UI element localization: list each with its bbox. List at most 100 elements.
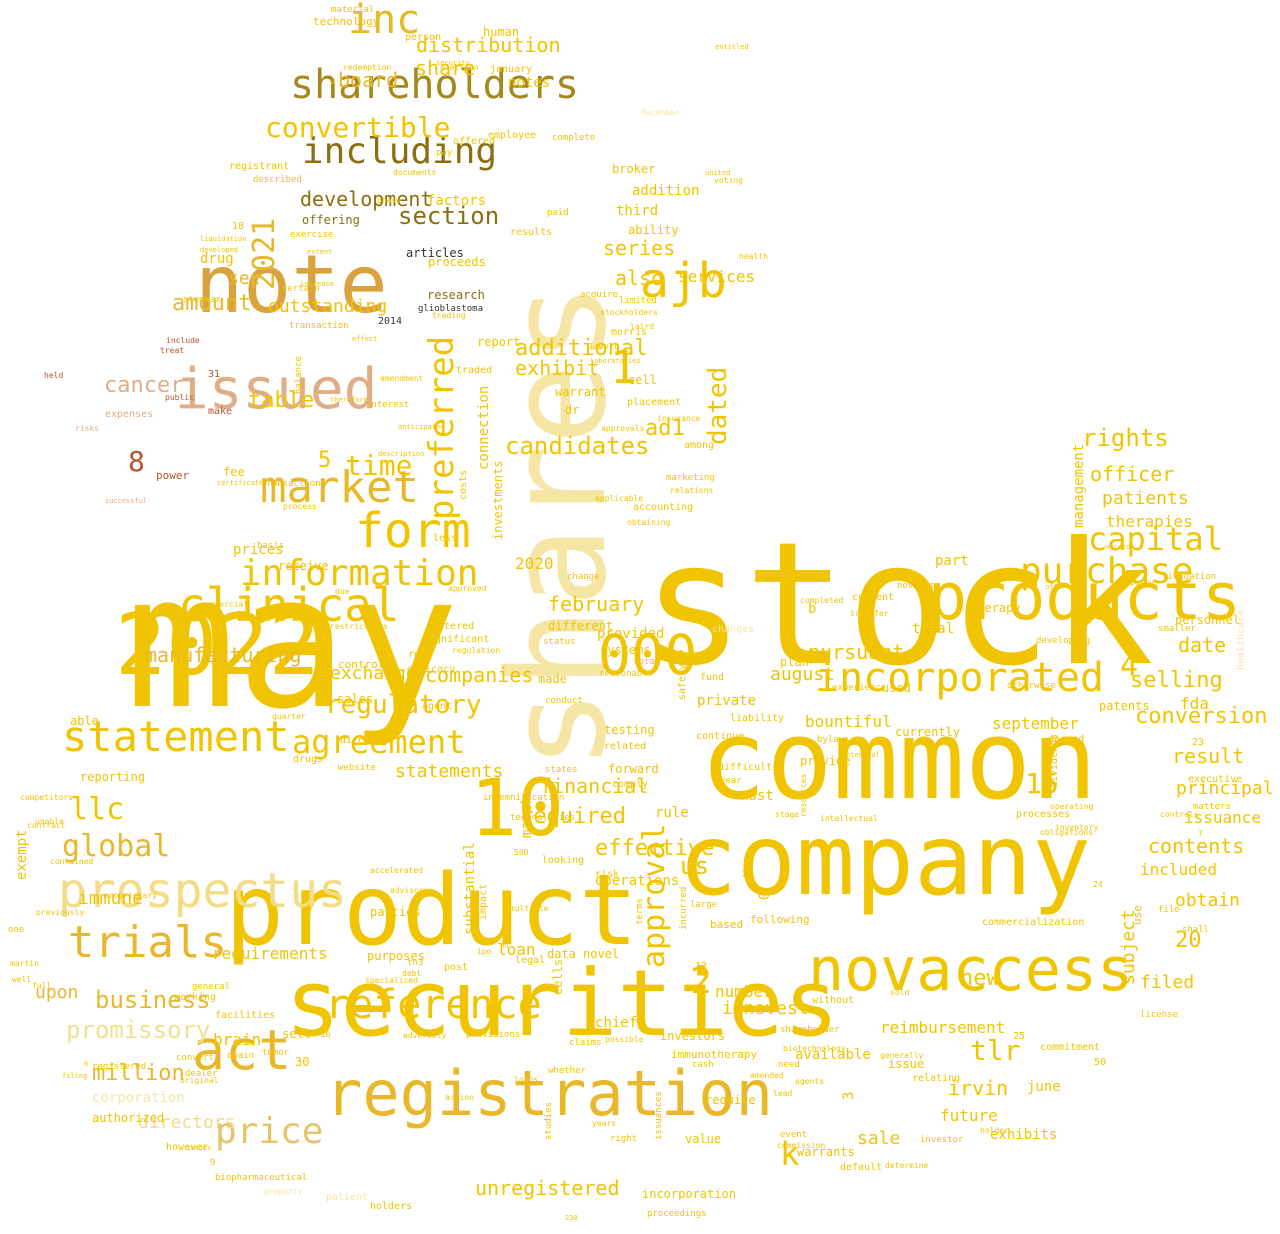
cloud-word: private — [697, 693, 757, 709]
cloud-word: inventory — [1055, 823, 1099, 832]
cloud-word: issuances — [654, 1091, 664, 1140]
cloud-word: rely — [408, 649, 433, 660]
cloud-word: held — [44, 371, 64, 380]
cloud-word: parties — [370, 905, 421, 919]
cloud-word: technologies — [510, 813, 576, 823]
cloud-word: fda — [1180, 694, 1209, 713]
cloud-word: future — [940, 1106, 998, 1125]
cloud-word: security — [436, 59, 470, 67]
cloud-word: convertible — [265, 111, 451, 144]
cloud-word: different — [548, 619, 614, 633]
cloud-word: obligations — [1040, 828, 1093, 837]
cloud-word: status — [543, 637, 576, 647]
cloud-word: due — [335, 587, 350, 596]
cloud-word: broker — [612, 162, 656, 176]
cloud-word: rule — [655, 805, 689, 821]
cloud-word: 16 — [320, 1030, 331, 1040]
cloud-word: acquire — [580, 290, 618, 300]
cloud-word: stemvax — [183, 295, 221, 305]
cloud-word: 14 — [741, 870, 752, 880]
cloud-word: process — [283, 502, 317, 511]
cloud-word: documents — [393, 168, 437, 177]
cloud-word: amended — [750, 1071, 784, 1080]
cloud-word: section — [398, 202, 500, 230]
cloud-word: treat — [160, 346, 185, 355]
cloud-word: december — [641, 108, 680, 117]
cloud-word: promissory — [66, 1016, 211, 1044]
cloud-word: original — [180, 1076, 219, 1085]
cloud-word: warrants — [797, 1145, 855, 1159]
cloud-word: company — [678, 804, 1092, 918]
cloud-word: current — [852, 592, 895, 603]
cloud-word: executive — [1188, 774, 1243, 785]
cloud-word: health — [739, 252, 768, 261]
cloud-word: commitment — [1040, 1042, 1101, 1053]
cloud-word: transaction — [289, 321, 349, 331]
cloud-word: post — [444, 962, 469, 973]
cloud-word: pursuant — [808, 640, 905, 664]
cloud-word: party — [1130, 578, 1155, 587]
cloud-word: convert — [176, 1053, 214, 1063]
cloud-word: provided — [597, 626, 665, 642]
cloud-word: ad1 — [645, 416, 685, 441]
cloud-word: developed — [200, 246, 238, 254]
cloud-word: facilities — [215, 1010, 276, 1021]
cloud-word: biopharmaceutical — [215, 1173, 308, 1183]
cloud-word: year — [720, 776, 742, 786]
cloud-word: stage — [775, 810, 800, 819]
cloud-word: forward — [608, 762, 659, 776]
cloud-word: 9 — [210, 1158, 216, 1168]
cloud-word: safety — [677, 663, 688, 700]
cloud-word: director — [340, 735, 389, 746]
cloud-word: plan — [780, 655, 809, 669]
cloud-word: patients — [1102, 488, 1189, 509]
cloud-word: available — [795, 1047, 871, 1063]
cloud-word: requirements — [212, 944, 328, 963]
cloud-word: management — [1071, 443, 1087, 528]
cloud-word: corporation — [92, 1090, 185, 1106]
cloud-word: inc — [348, 0, 421, 43]
cloud-word: resources — [799, 773, 808, 817]
cloud-word: based — [710, 918, 744, 931]
cloud-word: need — [778, 1060, 800, 1070]
cloud-word: healthcare — [1236, 609, 1247, 670]
cloud-word: ipo — [477, 947, 492, 956]
cloud-word: exhibit — [515, 356, 600, 380]
cloud-word: note — [195, 238, 388, 331]
cloud-word: additional — [515, 336, 648, 361]
cloud-word: well — [12, 975, 32, 984]
cloud-word: drugs — [293, 754, 324, 765]
cloud-word: comply — [612, 779, 649, 790]
cloud-word: manufacturing — [145, 643, 302, 667]
cloud-word: time — [345, 449, 413, 482]
cloud-word: patents — [1099, 699, 1150, 713]
cloud-word: cells — [551, 958, 565, 995]
cloud-word: conversion — [1135, 704, 1268, 729]
cloud-word: distribution — [416, 33, 561, 57]
cloud-word: risks — [75, 424, 100, 433]
cloud-word: securities — [285, 950, 839, 1057]
cloud-word: legal — [515, 955, 546, 966]
cloud-word: issue — [888, 1057, 925, 1071]
cloud-word: issues — [186, 1144, 212, 1152]
cloud-word: products — [928, 560, 1242, 635]
cloud-word: website — [338, 763, 376, 773]
cloud-word: trial — [912, 621, 955, 637]
cloud-word: conduct — [545, 696, 583, 706]
cloud-word: unregistered — [475, 1176, 620, 1200]
cloud-word: form — [355, 503, 471, 559]
cloud-word: sold — [890, 988, 910, 997]
cloud-word: technology — [313, 15, 380, 28]
cloud-word: january — [490, 64, 533, 75]
cloud-word: must — [740, 788, 774, 804]
cloud-word: litigation — [1162, 572, 1217, 582]
cloud-word: number — [715, 982, 773, 1001]
cloud-word: regulation — [452, 646, 501, 655]
cloud-word: cell — [628, 373, 657, 387]
cloud-word: 500 — [514, 848, 529, 857]
cloud-word: one — [8, 925, 25, 935]
cloud-word: us — [680, 852, 709, 880]
cloud-word: developing — [1036, 636, 1091, 646]
cloud-word: result — [1172, 744, 1245, 768]
cloud-word: stock — [642, 506, 1154, 704]
